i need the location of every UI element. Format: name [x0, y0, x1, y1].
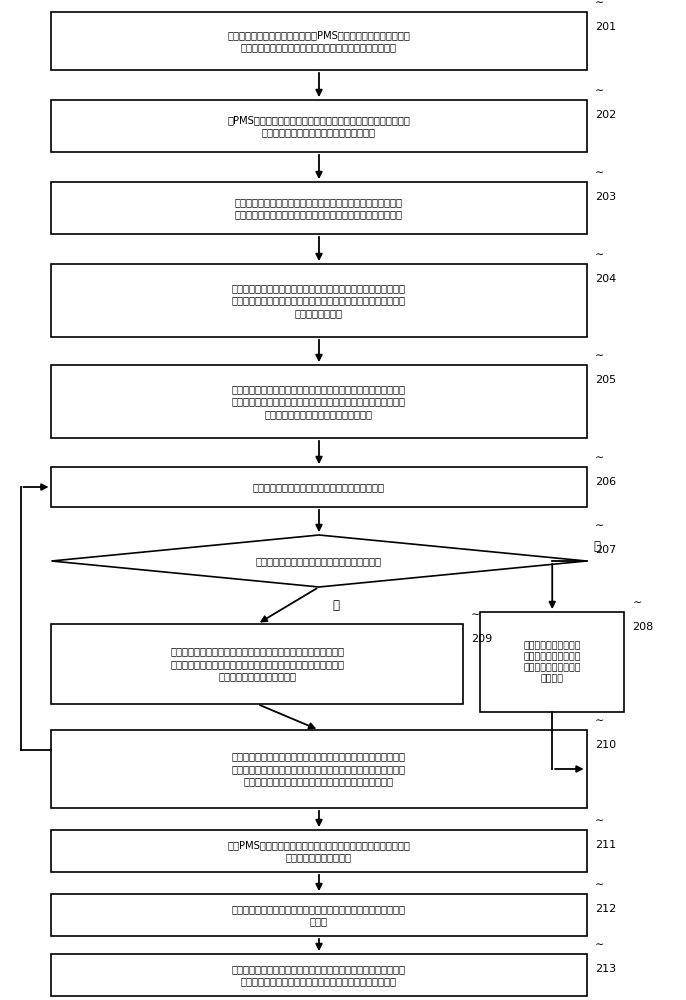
Text: 获取微气象状态监测数据中的缺失数据的缺失时长: 获取微气象状态监测数据中的缺失数据的缺失时长	[253, 482, 385, 492]
Bar	[51, 830, 587, 872]
Text: 是: 是	[593, 540, 600, 553]
Text: ∼: ∼	[632, 598, 642, 608]
Text: 210: 210	[595, 740, 616, 750]
Bar	[51, 100, 587, 152]
Text: 205: 205	[595, 375, 616, 385]
Text: 根据微气象状态监测数据的采样频率，获取所述缺失数据的上一次
采样得到的微气象状态监测数据，并将上一次采样得到的微气象状
态监测数据替代所述缺失数据: 根据微气象状态监测数据的采样频率，获取所述缺失数据的上一次 采样得到的微气象状态…	[170, 647, 344, 681]
Text: ∼: ∼	[595, 453, 604, 463]
Text: 202: 202	[595, 110, 616, 120]
Text: 213: 213	[595, 964, 616, 974]
Bar	[51, 894, 587, 936]
Text: 206: 206	[595, 477, 616, 487]
Text: ∼: ∼	[595, 940, 604, 950]
Text: ∼: ∼	[595, 168, 604, 178]
Text: 根据气象局系统的信息数据、输电设备的资产值、输电设备的资产
损失值以及输电设备的平均故障率确定输电设备的风险指标: 根据气象局系统的信息数据、输电设备的资产值、输电设备的资产 损失值以及输电设备的…	[232, 964, 406, 986]
Text: 204: 204	[595, 274, 616, 284]
Text: ∼: ∼	[595, 816, 604, 826]
Text: 209: 209	[471, 634, 493, 644]
Bar	[51, 182, 587, 234]
Bar	[51, 624, 463, 704]
Bar	[480, 612, 624, 712]
Bar	[51, 365, 587, 438]
Bar	[51, 264, 587, 337]
Text: 将超出各自的正常数据范围的输电线路处的气温数据、风速数据、
风向数据、光辐射强度数据、湿度数据、气压数据或降水强度数据
确定为无效数据，并将所述无效数据删除: 将超出各自的正常数据范围的输电线路处的气温数据、风速数据、 风向数据、光辐射强度…	[232, 384, 406, 419]
Text: 判断所述缺失时长是否大于预先设置的时长阈值: 判断所述缺失时长是否大于预先设置的时长阈值	[256, 556, 382, 566]
Text: 203: 203	[595, 192, 616, 202]
Text: 获取微气象状态监测装
置所处地理位置的气象
实况监测数据替代所述
缺失数据: 获取微气象状态监测装 置所处地理位置的气象 实况监测数据替代所述 缺失数据	[523, 641, 581, 683]
Bar	[51, 954, 587, 996]
Text: 根据PMS生产管理系统的信息数据和输电线路在线监测有效数据确
定输电设备状态评价指标: 根据PMS生产管理系统的信息数据和输电线路在线监测有效数据确 定输电设备状态评价…	[228, 840, 410, 862]
Bar	[51, 730, 587, 808]
Text: ∼: ∼	[595, 0, 604, 8]
Text: ∼: ∼	[595, 250, 604, 260]
Text: 201: 201	[595, 22, 616, 32]
Text: 否: 否	[333, 599, 340, 612]
Text: 211: 211	[595, 840, 616, 850]
Text: 208: 208	[632, 622, 654, 632]
Text: 通过多维跨域异构数据接入，获取PMS生产管理系统的信息数据、
输变电状态监测系统的信息数据以及气象局系统的信息数据: 通过多维跨域异构数据接入，获取PMS生产管理系统的信息数据、 输变电状态监测系统…	[228, 30, 410, 52]
Text: ∼: ∼	[595, 521, 604, 531]
Text: 将PMS生产管理系统的信息数据、输变电状态监测系统的信息数据
以及气象局系统的信息数据存储于数据库中: 将PMS生产管理系统的信息数据、输变电状态监测系统的信息数据 以及气象局系统的信…	[228, 115, 410, 137]
Text: 判断监测到的输电线路处的气温数据、风速数据、风向数据、光辐
射强度数据、湿度数据、气压数据、降水强度数据是否超出所述各
自的正常数据范围: 判断监测到的输电线路处的气温数据、风速数据、风向数据、光辐 射强度数据、湿度数据…	[232, 283, 406, 318]
Text: ∼: ∼	[595, 351, 604, 361]
Text: ∼: ∼	[471, 610, 481, 620]
Text: 207: 207	[595, 545, 616, 555]
Bar	[51, 12, 587, 70]
Text: ∼: ∼	[595, 716, 604, 726]
Text: 若在一预设监测时长，所述微气象状态监测数据持续为一固定值或
者在一预设监测时长内的数值跳跃幅度大于预先设置的正常平均值
的预设倍数，将所述微气象状态监测数据确定: 若在一预设监测时长，所述微气象状态监测数据持续为一固定值或 者在一预设监测时长内…	[232, 752, 406, 786]
Text: 获取预先设置的气温数据、风速数据、风向数据、光辐射强度数
据、湿度数据、气压数据、降水强度数据的各自的正常数据范围: 获取预先设置的气温数据、风速数据、风向数据、光辐射强度数 据、湿度数据、气压数据…	[235, 197, 403, 219]
Text: 根据预先设置的状态评价策略确定输电设备状态评价指标对应的评
价状态: 根据预先设置的状态评价策略确定输电设备状态评价指标对应的评 价状态	[232, 904, 406, 926]
Text: ∼: ∼	[595, 86, 604, 96]
Text: ∼: ∼	[595, 880, 604, 890]
Text: 212: 212	[595, 904, 616, 914]
Polygon shape	[51, 535, 587, 587]
Bar	[51, 467, 587, 507]
